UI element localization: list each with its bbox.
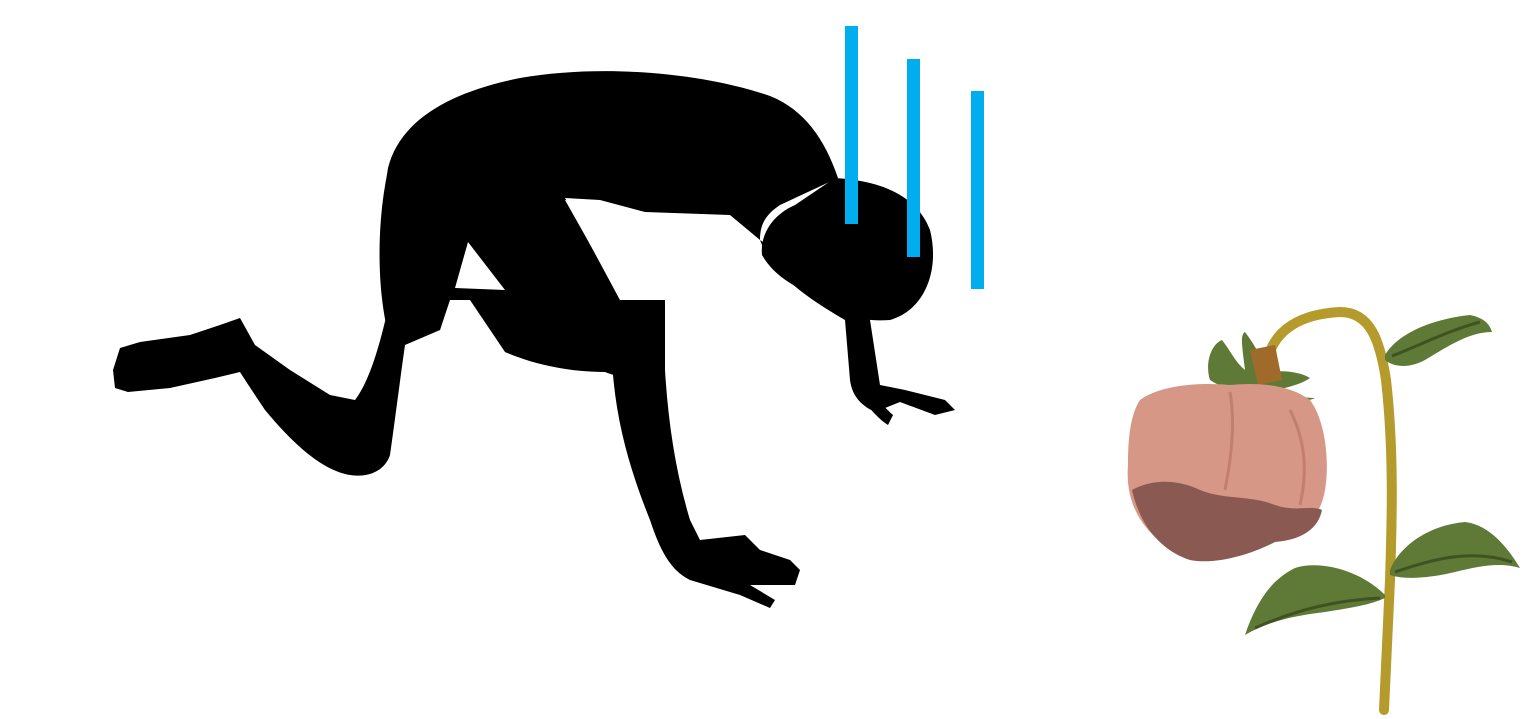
gloom-line — [845, 26, 858, 224]
rose-leaf-vein — [1391, 320, 1481, 358]
rose-bloom-shadow — [1132, 481, 1322, 562]
silhouette-leg — [113, 300, 405, 476]
rose-stem — [1263, 306, 1397, 715]
silhouette-near-arm — [760, 240, 955, 415]
wilted-rose-icon — [1127, 306, 1520, 715]
silhouette-gap-2 — [565, 200, 640, 300]
rose-receptacle — [1250, 345, 1282, 385]
rose-petal-fold — [1288, 409, 1306, 506]
gloom-line — [907, 59, 920, 257]
silhouette-hip — [379, 130, 560, 340]
silhouette-torso — [383, 71, 838, 379]
silhouette-gap — [455, 242, 505, 290]
silhouette-near-hand — [860, 393, 893, 425]
gloom-lines-icon — [845, 26, 984, 289]
kneeling-despair-silhouette-icon — [113, 71, 955, 608]
rose-leaf-vein — [1394, 554, 1513, 574]
rose-leaf-vein — [1254, 596, 1381, 630]
rose-leaf — [1390, 522, 1520, 578]
silhouette-far-arm — [612, 300, 800, 608]
rose-petal-fold — [1223, 391, 1234, 491]
gloom-line — [971, 91, 984, 289]
